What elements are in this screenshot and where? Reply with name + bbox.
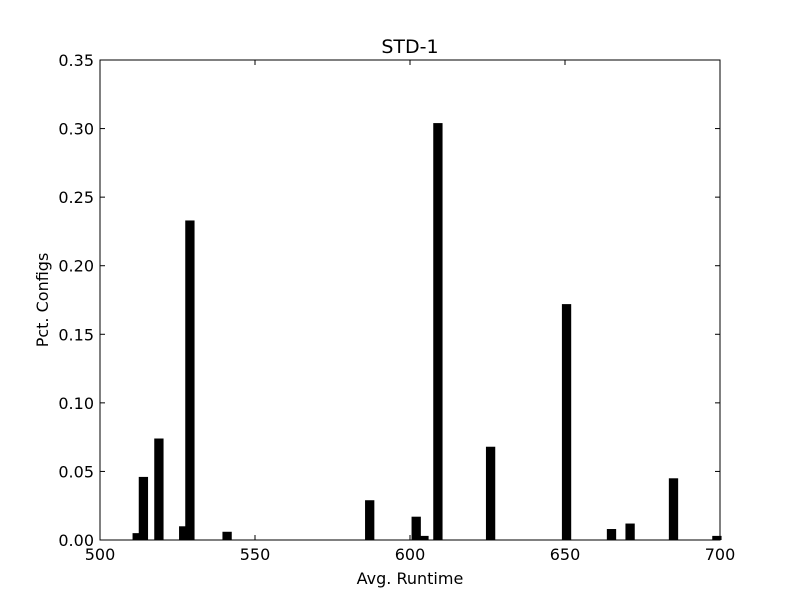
bar	[411, 516, 421, 540]
bar	[433, 123, 443, 540]
x-axis-label: Avg. Runtime	[357, 569, 464, 588]
bar	[485, 446, 496, 540]
y-tick-label: 0.30	[58, 120, 94, 139]
y-tick-label: 0.05	[58, 462, 94, 481]
bar	[606, 529, 617, 540]
y-tick-label: 0.20	[58, 257, 94, 276]
bar	[419, 535, 429, 540]
x-tick-label: 550	[240, 545, 271, 564]
bar	[668, 478, 679, 540]
x-tick-label: 650	[550, 545, 581, 564]
ticks-group: 500 550 600 650 700 0.00 0.05 0.10 0.15 0.20 0.25 0…	[58, 51, 735, 564]
chart-title: STD-1	[381, 36, 438, 58]
x-tick-label: 600	[395, 545, 426, 564]
bar	[222, 531, 232, 540]
y-axis-label: Pct. Configs	[33, 253, 52, 348]
y-tick-label: 0.35	[58, 51, 94, 70]
bar	[138, 476, 149, 540]
y-tick-label: 0.25	[58, 188, 94, 207]
bar	[561, 304, 572, 540]
y-tick-label: 0.15	[58, 325, 94, 344]
bar	[625, 523, 635, 540]
x-tick-label: 500	[85, 545, 116, 564]
bar	[365, 500, 375, 540]
bar	[154, 438, 164, 540]
bar	[185, 220, 195, 540]
bar	[179, 526, 189, 540]
y-tick-label: 0.00	[58, 531, 94, 550]
bar	[132, 533, 142, 540]
bars-group	[132, 123, 722, 540]
bar	[712, 535, 722, 540]
y-tick-label: 0.10	[58, 394, 94, 413]
x-tick-label: 700	[705, 545, 736, 564]
